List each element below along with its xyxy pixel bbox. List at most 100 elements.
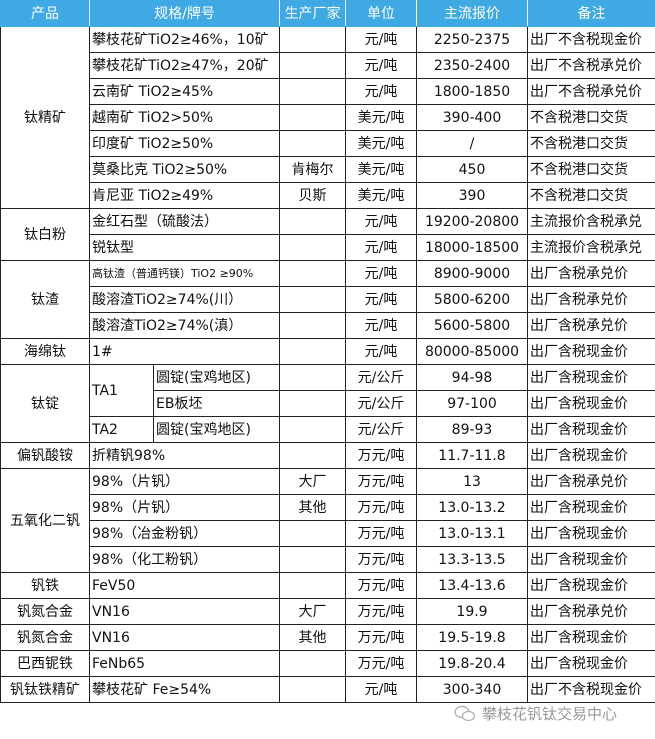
product-cell: 钒氮合金 [0, 598, 90, 625]
unit-cell: 万元/吨 [345, 650, 417, 677]
maker-cell [279, 546, 346, 573]
note-cell: 出厂含税现金价 [527, 442, 655, 469]
price-cell: 19.5-19.8 [416, 624, 528, 651]
table-row: 98%（冶金粉钒） 万元/吨 13.0-13.1 出厂含税现金价 [1, 520, 655, 547]
unit-cell: 万元/吨 [345, 572, 417, 599]
unit-cell: 万元/吨 [345, 598, 417, 625]
price-cell: 19.9 [416, 598, 528, 625]
price-cell: 13.4-13.6 [416, 572, 528, 599]
note-cell: 出厂含税现金价 [527, 338, 655, 365]
price-cell: 2250-2375 [416, 26, 528, 53]
spec-cell: 98%（片钒） [89, 494, 280, 521]
table-row: 莫桑比克 TiO2≥50% 肯梅尔 美元/吨 450 不含税港口交货 [1, 156, 655, 183]
note-cell: 出厂不含税承兑价 [527, 78, 655, 105]
price-cell: 390-400 [416, 104, 528, 131]
spec-cell: 98%（冶金粉钒） [89, 520, 280, 547]
note-cell: 主流报价含税承兑 [527, 208, 655, 235]
unit-cell: 元/吨 [345, 26, 417, 53]
unit-cell: 万元/吨 [345, 624, 417, 651]
maker-cell [279, 390, 346, 417]
unit-cell: 元/吨 [345, 52, 417, 79]
grade-cell: TA2 [89, 416, 154, 443]
price-cell: 1800-1850 [416, 78, 528, 105]
header-product: 产品 [0, 0, 90, 27]
price-cell: 5600-5800 [416, 312, 528, 339]
grade-cell: TA1 [89, 364, 154, 417]
table-row: 海绵钛 1# 元/吨 80000-85000 出厂含税现金价 [0, 338, 655, 365]
price-table: 产品 规格/牌号 生产厂家 单位 主流报价 备注 钛精矿 攀枝花矿TiO2≥46%… [0, 0, 655, 703]
spec-cell: 酸溶渣TiO2≥74%(川） [89, 286, 280, 313]
spec-cell: 折精钒98% [89, 442, 280, 469]
unit-cell: 美元/吨 [345, 130, 417, 157]
product-cell: 钒铁 [0, 572, 90, 599]
spec-cell: EB板坯 [153, 390, 280, 417]
spec-cell: 高钛渣（普通钙镁）TiO2 ≥90% [89, 260, 280, 287]
price-cell: 2350-2400 [416, 52, 528, 79]
table-row: 印度矿 TiO2≥50% 美元/吨 / 不含税港口交货 [1, 130, 655, 157]
price-cell: 13.0-13.2 [416, 494, 528, 521]
unit-cell: 万元/吨 [345, 442, 417, 469]
spec-cell: FeV50 [89, 572, 280, 599]
maker-cell: 肯梅尔 [279, 156, 346, 183]
spec-cell: 云南矿 TiO2≥45% [89, 78, 280, 105]
price-cell: 8900-9000 [416, 260, 528, 287]
table-row: 98%（化工粉钒） 万元/吨 13.3-13.5 出厂含税现金价 [1, 546, 655, 573]
header-row: 产品 规格/牌号 生产厂家 单位 主流报价 备注 [0, 0, 655, 27]
note-cell: 不含税港口交货 [527, 182, 655, 209]
price-cell: 13 [416, 468, 528, 495]
note-cell: 不含税港口交货 [527, 156, 655, 183]
spec-cell: 1# [89, 338, 280, 365]
table-row: 锐钛型 元/吨 18000-18500 主流报价含税承兑 [1, 234, 655, 261]
table-row: 巴西铌铁 FeNb65 万元/吨 19.8-20.4 出厂含税现金价 [0, 650, 655, 677]
unit-cell: 元/公斤 [345, 390, 417, 417]
maker-cell [279, 26, 346, 53]
spec-cell: VN16 [89, 624, 280, 651]
maker-cell [279, 52, 346, 79]
spec-cell: 攀枝花矿TiO2≥46%，10矿 [89, 26, 280, 53]
spec-cell: 圆锭(宝鸡地区) [153, 364, 280, 391]
price-cell: 390 [416, 182, 528, 209]
maker-cell [279, 338, 346, 365]
unit-cell: 元/公斤 [345, 416, 417, 443]
unit-cell: 元/吨 [345, 234, 417, 261]
note-cell: 出厂含税现金价 [527, 572, 655, 599]
table-row: 钛白粉 金红石型（硫酸法） 元/吨 19200-20800 主流报价含税承兑 [0, 208, 655, 261]
maker-cell [279, 312, 346, 339]
header-price: 主流报价 [416, 0, 528, 27]
unit-cell: 元/吨 [345, 312, 417, 339]
maker-cell [279, 286, 346, 313]
unit-cell: 美元/吨 [345, 104, 417, 131]
note-cell: 出厂含税承兑价 [527, 468, 655, 495]
unit-cell: 万元/吨 [345, 494, 417, 521]
unit-cell: 万元/吨 [345, 520, 417, 547]
table-row: 钛渣 高钛渣（普通钙镁）TiO2 ≥90% 元/吨 8900-9000 出厂含税承兑价 [0, 260, 655, 339]
product-cell: 钛精矿 [0, 26, 90, 209]
price-cell: 13.0-13.1 [416, 520, 528, 547]
spec-cell: 莫桑比克 TiO2≥50% [89, 156, 280, 183]
note-cell: 出厂含税承兑价 [527, 598, 655, 625]
table-row: 钛锭 TA1 圆锭(宝鸡地区) 元/公斤 94-98 出厂含税现金价 [0, 364, 655, 443]
note-cell: 出厂含税承兑价 [527, 312, 655, 339]
note-cell: 出厂含税现金价 [527, 416, 655, 443]
unit-cell: 元/吨 [345, 676, 417, 703]
product-cell: 钛锭 [0, 364, 90, 443]
table-row: 酸溶渣TiO2≥74%(滇） 元/吨 5600-5800 出厂含税承兑价 [1, 312, 655, 339]
note-cell: 出厂不含税现金价 [527, 676, 655, 703]
table-row: 钛精矿 攀枝花矿TiO2≥46%，10矿 元/吨 2250-2375 出厂不含税现金价 [0, 26, 655, 209]
spec-cell: VN16 [89, 598, 280, 625]
unit-cell: 万元/吨 [345, 546, 417, 573]
maker-cell [279, 676, 346, 703]
unit-cell: 元/吨 [345, 78, 417, 105]
maker-cell [279, 260, 346, 287]
maker-cell [279, 650, 346, 677]
table-row: 酸溶渣TiO2≥74%(川） 元/吨 5800-6200 出厂含税承兑价 [1, 286, 655, 313]
table-row: 云南矿 TiO2≥45% 元/吨 1800-1850 出厂不含税承兑价 [1, 78, 655, 105]
price-cell: 19.8-20.4 [416, 650, 528, 677]
table-row: TA2 圆锭(宝鸡地区) 元/公斤 89-93 出厂含税现金价 [1, 416, 655, 443]
watermark: 攀枝花钒钛交易中心 [454, 703, 617, 724]
maker-cell: 其他 [279, 624, 346, 651]
spec-cell: FeNb65 [89, 650, 280, 677]
price-cell: 13.3-13.5 [416, 546, 528, 573]
product-cell: 钛白粉 [0, 208, 90, 261]
table-row: 越南矿 TiO2>50% 美元/吨 390-400 不含税港口交货 [1, 104, 655, 131]
